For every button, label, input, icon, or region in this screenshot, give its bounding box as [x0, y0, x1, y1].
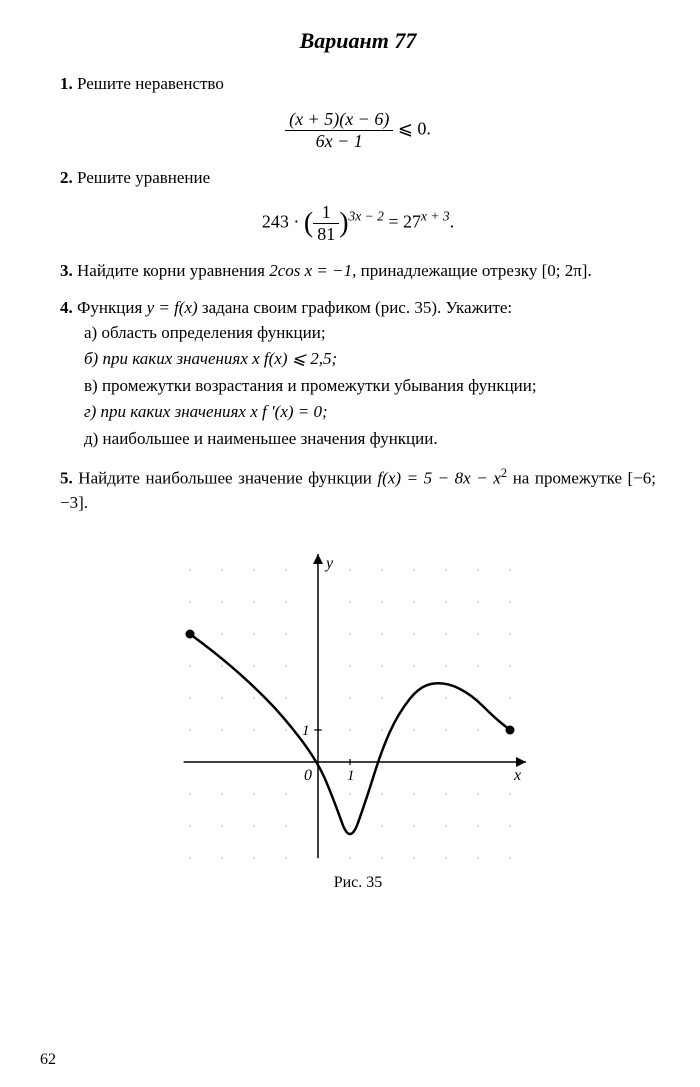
problem-3: 3. Найдите корни уравнения 2cos x = −1, …	[60, 259, 656, 284]
fraction-2: 1 81	[313, 202, 339, 245]
problem-4-fn: y = f(x)	[147, 298, 198, 317]
problem-2-num: 2.	[60, 168, 73, 187]
fraction: (x + 5)(x − 6) 6x − 1	[285, 109, 393, 152]
problem-5-text-a: Найдите наибольшее значение функции	[78, 468, 377, 487]
problem-3-num: 3.	[60, 261, 73, 280]
p4-d: г) при каких значениях x f ′(x) = 0;	[84, 400, 656, 425]
problem-1: 1. Решите неравенство	[60, 72, 656, 97]
p4-c: в) промежутки возрастания и промежутки у…	[84, 374, 656, 399]
problem-1-formula: (x + 5)(x − 6) 6x − 1 ⩽ 0.	[60, 109, 656, 152]
function-graph: y x 0 1 1	[168, 530, 548, 870]
f2-left: 243 ·	[262, 212, 304, 232]
problem-5-num: 5.	[60, 468, 73, 487]
problem-4-intro-b: задана своим графиком (рис. 35). Укажите…	[202, 298, 512, 317]
f2-mid: = 27	[384, 212, 421, 232]
problem-3-text-b: принадлежащие отрезку [0; 2π].	[361, 261, 592, 280]
exp-1: 3x − 2	[349, 209, 384, 224]
problem-4-intro-a: Функция	[77, 298, 147, 317]
page-title: Вариант 77	[60, 28, 656, 54]
svg-text:1: 1	[347, 768, 355, 784]
p4-b: б) при каких значениях x f(x) ⩽ 2,5;	[84, 347, 656, 372]
problem-5-exp: 2	[501, 466, 507, 480]
svg-text:1: 1	[302, 723, 310, 739]
svg-text:x: x	[513, 767, 521, 784]
fraction-2-bot: 81	[313, 224, 339, 245]
problem-3-eq: 2cos x = −1,	[269, 261, 356, 280]
p4-a: a) область определения функции;	[84, 321, 656, 346]
fraction-top: (x + 5)(x − 6)	[285, 109, 393, 131]
paren-close: )	[339, 208, 348, 239]
relation: ⩽ 0.	[398, 118, 431, 138]
svg-text:y: y	[324, 555, 334, 572]
page: Вариант 77 1. Решите неравенство (x + 5)…	[0, 0, 700, 1087]
f2-end: .	[450, 212, 455, 232]
problem-1-num: 1.	[60, 74, 73, 93]
problem-2: 2. Решите уравнение	[60, 166, 656, 191]
problem-3-text-a: Найдите корни уравнения	[77, 261, 269, 280]
problem-2-text: Решите уравнение	[77, 168, 210, 187]
problem-5-fn: f(x) = 5 − 8x − x	[377, 468, 500, 487]
problem-4: 4. Функция y = f(x) задана своим графико…	[60, 296, 656, 452]
fraction-2-top: 1	[313, 202, 339, 224]
page-number: 62	[40, 1051, 56, 1069]
svg-text:0: 0	[304, 767, 312, 784]
problem-2-formula: 243 · ( 1 81 )3x − 2 = 27x + 3.	[60, 202, 656, 245]
p4-e: д) наибольшее и наименьшее значения функ…	[84, 427, 656, 452]
exp-2: x + 3	[421, 209, 450, 224]
paren-open: (	[304, 208, 313, 239]
problem-4-sublist: a) область определения функции; б) при к…	[60, 321, 656, 452]
problem-5: 5. Найдите наибольшее значение функции f…	[60, 464, 656, 516]
problem-1-text: Решите неравенство	[77, 74, 224, 93]
figure-caption: Рис. 35	[60, 874, 656, 892]
fraction-bot: 6x − 1	[285, 131, 393, 152]
problem-4-num: 4.	[60, 298, 73, 317]
chart-container: y x 0 1 1	[60, 530, 656, 870]
